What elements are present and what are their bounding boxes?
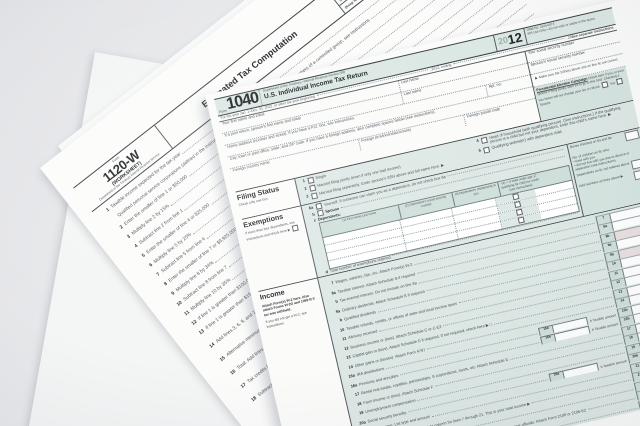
- checkbox-icon: [481, 136, 489, 144]
- checkbox-icon: [310, 192, 319, 200]
- count-box: [630, 157, 640, 170]
- option-label: Single: [314, 172, 327, 180]
- count-box: [624, 129, 640, 142]
- you-checkbox-icon: [601, 80, 609, 89]
- form-word: Form: [218, 108, 228, 114]
- checkbox-icon: [515, 208, 523, 216]
- checkbox-icon: [309, 184, 317, 192]
- checkbox-icon: [511, 192, 519, 200]
- checkbox-icon: [517, 216, 525, 224]
- line-number-box: 24: [635, 388, 640, 401]
- pec-you-label: You: [609, 80, 616, 86]
- option-number: 3: [305, 193, 309, 199]
- line-number-box: 23: [633, 379, 640, 392]
- checkbox-icon: [513, 200, 521, 208]
- pec-spouse-label: Spouse: [539, 100, 551, 107]
- year-suffix: 12: [506, 29, 524, 48]
- spouse-checkbox-icon: [616, 77, 624, 85]
- count-box: [633, 168, 640, 181]
- line-number: c: [313, 217, 317, 223]
- option-number: 1: [302, 177, 306, 183]
- option-number: 2: [303, 185, 308, 191]
- option-number: 5: [478, 147, 482, 153]
- checkbox-icon: [291, 224, 299, 232]
- line-number: d: [324, 268, 329, 274]
- checkbox-icon: [307, 176, 315, 184]
- checkbox-icon: [483, 146, 491, 154]
- option-number: 4: [475, 137, 480, 143]
